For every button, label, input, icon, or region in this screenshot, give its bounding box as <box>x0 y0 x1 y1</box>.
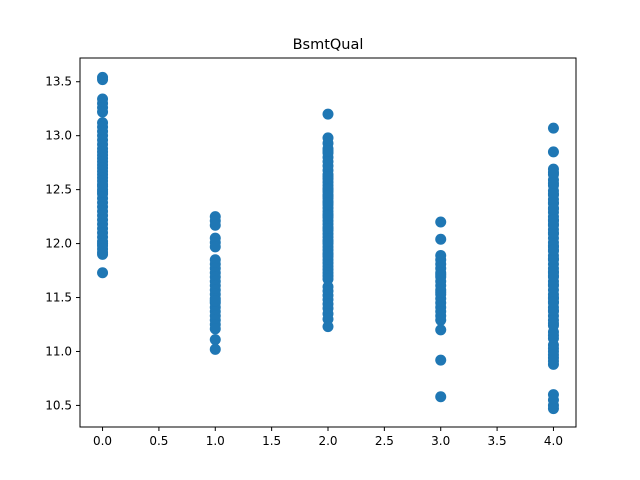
data-point <box>547 403 559 415</box>
data-point <box>435 391 447 403</box>
data-point <box>97 248 109 260</box>
data-point <box>547 218 559 230</box>
data-point <box>322 235 334 247</box>
data-point <box>322 197 334 209</box>
x-tick-label: 1.0 <box>206 434 225 448</box>
points-layer <box>97 71 559 415</box>
data-point <box>322 222 334 234</box>
data-point <box>209 295 221 307</box>
data-point <box>322 321 334 333</box>
data-point <box>322 248 334 260</box>
data-point <box>322 145 334 157</box>
y-tick-label: 12.5 <box>45 183 72 197</box>
chart-title: BsmtQual <box>293 37 364 53</box>
data-point <box>97 106 109 118</box>
data-point <box>547 244 559 256</box>
x-tick-label: 2.0 <box>318 434 337 448</box>
x-tick-label: 2.5 <box>375 434 394 448</box>
data-point <box>435 324 447 336</box>
data-point <box>209 241 221 253</box>
axes-layer: 0.0 0.5 1.0 1.5 2.0 2.5 3.0 3.5 4.0 10.5 11.0 11.5 1… <box>45 75 563 448</box>
data-point <box>547 296 559 308</box>
x-tick-label: 3.5 <box>488 434 507 448</box>
data-point <box>322 108 334 120</box>
data-point <box>547 317 559 329</box>
data-point <box>547 253 559 265</box>
data-point <box>547 355 559 367</box>
data-point <box>209 323 221 335</box>
y-tick-label: 11.5 <box>45 291 72 305</box>
data-point <box>547 279 559 291</box>
data-point <box>97 267 109 279</box>
x-tick-label: 4.0 <box>544 434 563 448</box>
data-point <box>322 171 334 183</box>
data-point <box>547 146 559 158</box>
data-point <box>209 219 221 231</box>
data-point <box>547 329 559 341</box>
data-point <box>435 216 447 228</box>
y-tick-label: 13.0 <box>45 129 72 143</box>
data-point <box>547 227 559 239</box>
data-point <box>435 314 447 326</box>
data-point <box>435 286 447 298</box>
y-tick-label: 12.0 <box>45 237 72 251</box>
data-point <box>547 203 559 215</box>
data-point <box>209 343 221 355</box>
data-point <box>209 334 221 346</box>
y-tick-label: 13.5 <box>45 75 72 89</box>
data-point <box>547 270 559 282</box>
data-point <box>322 313 334 325</box>
x-tick-label: 1.5 <box>262 434 281 448</box>
plot-frame <box>79 57 577 428</box>
x-tick-label: 3.0 <box>431 434 450 448</box>
data-point <box>547 166 559 178</box>
data-point <box>547 188 559 200</box>
x-tick-label: 0.5 <box>149 434 168 448</box>
data-point <box>435 269 447 281</box>
x-tick-label: 0.0 <box>93 434 112 448</box>
data-point <box>97 180 109 192</box>
data-point <box>547 122 559 134</box>
data-point <box>547 177 559 189</box>
data-point <box>435 233 447 245</box>
y-tick-label: 10.5 <box>45 398 72 412</box>
data-point <box>322 273 334 285</box>
data-point <box>547 304 559 316</box>
data-point <box>322 210 334 222</box>
data-point <box>97 74 109 86</box>
y-tick-label: 11.0 <box>45 344 72 358</box>
data-point <box>435 354 447 366</box>
